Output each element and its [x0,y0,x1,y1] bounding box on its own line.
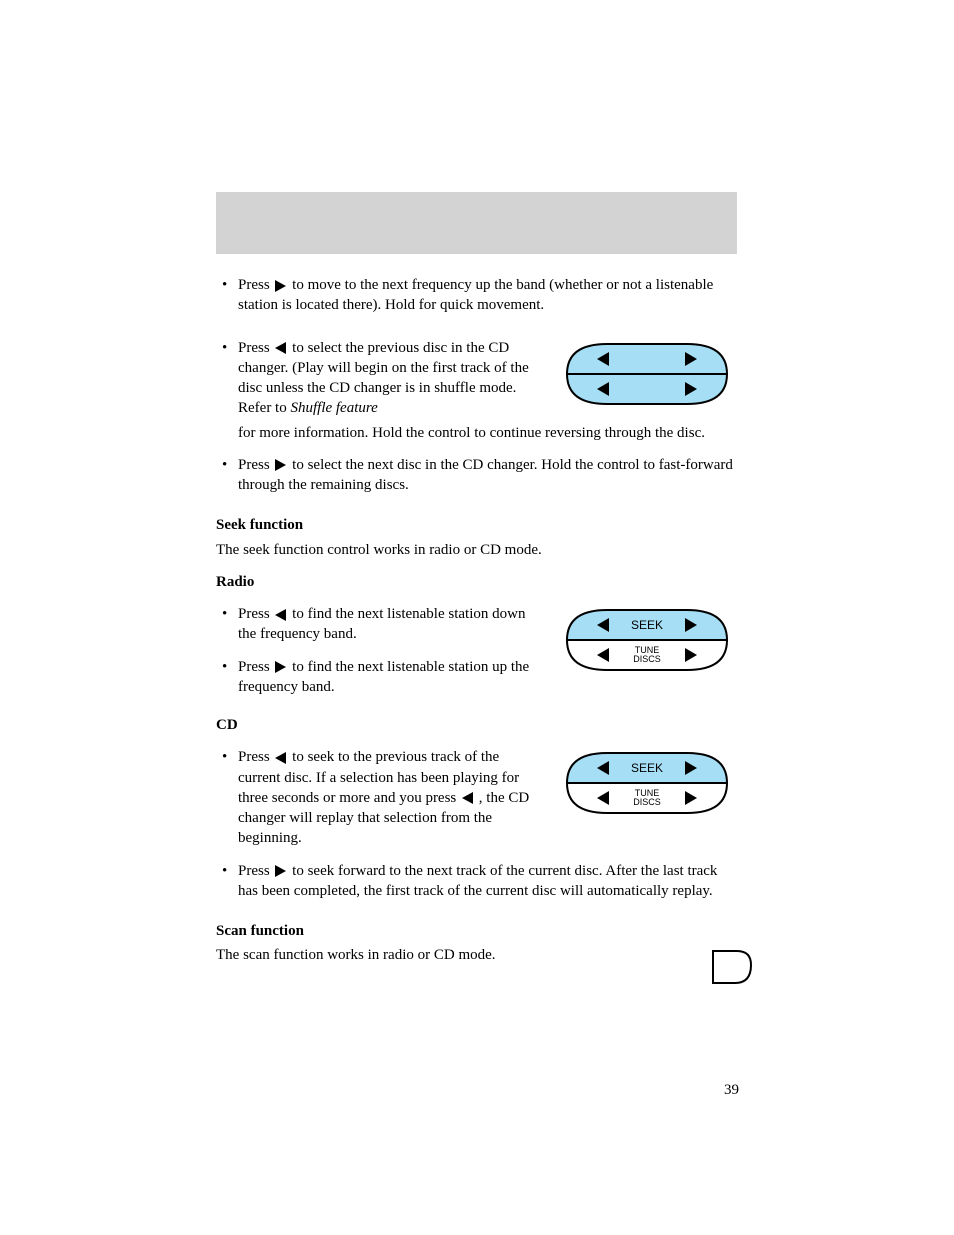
bullet-dot: • [216,275,238,316]
page-number: 39 [724,1080,739,1100]
bullet-text: Press to find the next listenable statio… [238,604,537,645]
bullet-body: to select the next disc in the CD change… [238,457,733,493]
triangle-left-icon [462,792,473,804]
bullet-text: Press to seek forward to the next track … [238,861,737,902]
bullet-text: Press to select the next disc in the CD … [238,455,737,496]
bullet-with-diagram: • Press to select the previous disc in t… [216,338,737,431]
bullet-dot: • [216,657,238,698]
triangle-right-icon [275,280,286,292]
bullet-dot: • [216,604,238,645]
page-content: • Press to move to the next frequency up… [216,275,737,989]
triangle-right-icon [275,459,286,471]
bullet-item: • Press to seek forward to the next trac… [216,861,737,902]
bullet-text: Press to find the next listenable statio… [238,657,537,698]
triangle-left-icon [275,342,286,354]
scan-button-diagram [657,945,737,989]
press-label: Press [238,606,270,622]
seek-intro: The seek function control works in radio… [216,540,737,560]
seek-heading: Seek function [216,515,737,535]
bullet-body: for more information. Hold the control t… [238,423,737,443]
discs-label: DISCS [633,654,661,664]
press-label: Press [238,863,270,879]
bullet-dot: • [216,747,238,848]
bullet-body: to seek forward to the next track of the… [238,863,717,899]
bullet-item: • Press to move to the next frequency up… [216,275,737,316]
tune-diagram-plain [557,338,737,410]
bullet-dot: • [216,455,238,496]
scan-block: The scan function works in radio or CD m… [216,945,737,989]
seek-label: SEEK [631,618,663,632]
bullet-text: Press to seek to the previous track of t… [238,747,537,848]
scan-heading: Scan function [216,921,737,941]
manual-page: • Press to move to the next frequency up… [0,0,954,1235]
bullet-body: to move to the next frequency up the ban… [238,277,713,313]
seek-tune-diagram: SEEK TUNE DISCS [557,604,737,676]
press-label: Press [238,659,270,675]
bullet-item: • Press to select the previous disc in t… [216,338,537,419]
press-label: Press [238,277,270,293]
cd-label: CD [216,715,737,735]
bullet-dot: • [216,861,238,902]
press-label: Press [238,340,270,356]
header-bar [216,192,737,254]
triangle-left-icon [275,752,286,764]
seek-label: SEEK [631,761,663,775]
bullet-dot: • [216,338,238,419]
press-label: Press [238,749,270,765]
bullet-item: • Press to find the next listenable stat… [216,657,537,698]
triangle-right-icon [275,661,286,673]
bullet-text: Press to move to the next frequency up t… [238,275,737,316]
italic-ref: Shuffle feature [290,400,377,416]
scan-intro: The scan function works in radio or CD m… [216,945,637,965]
bullet-continuation: for more information. Hold the control t… [216,423,737,443]
bullet-text: Press to select the previous disc in the… [238,338,537,419]
triangle-right-icon [275,865,286,877]
discs-label: DISCS [633,797,661,807]
triangle-left-icon [275,609,286,621]
seek-tune-diagram: SEEK TUNE DISCS [557,747,737,819]
seek-radio-block: • Press to find the next listenable stat… [216,604,737,709]
bullet-item: • Press to select the next disc in the C… [216,455,737,496]
seek-cd-block: • Press to seek to the previous track of… [216,747,737,860]
bullet-item: • Press to seek to the previous track of… [216,747,537,848]
press-label: Press [238,457,270,473]
bullet-item: • Press to find the next listenable stat… [216,604,537,645]
radio-label: Radio [216,572,737,592]
